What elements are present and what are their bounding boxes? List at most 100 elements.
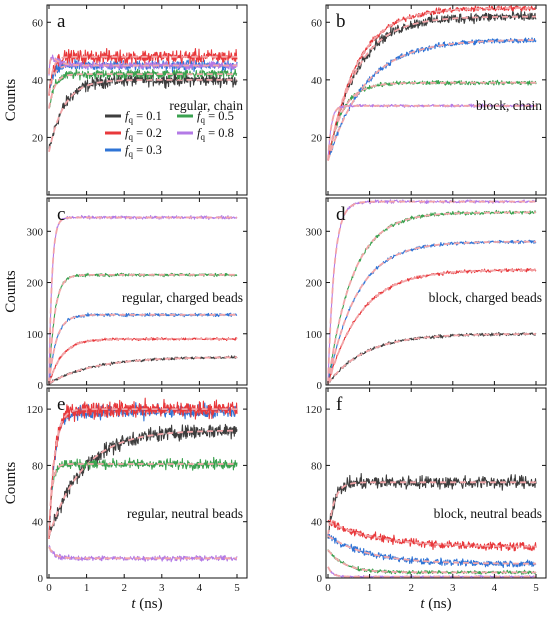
panel-letter: c	[57, 204, 65, 225]
fit-line	[327, 535, 536, 565]
plot-area-f	[327, 473, 537, 578]
series-line	[327, 268, 537, 385]
legend-label: fq = 0.2	[125, 126, 162, 142]
panel-a: 20 40 60 a regular, chain Counts	[3, 4, 248, 196]
series-line	[48, 47, 238, 96]
y-tick-label: 0	[317, 380, 323, 392]
y-tick-label: 80	[32, 460, 44, 472]
panel-annotation: block, chain	[476, 98, 542, 113]
fit-line	[48, 338, 237, 384]
y-tick-label: 100	[306, 329, 323, 341]
panel-letter: d	[336, 204, 346, 225]
panel-letter: b	[336, 11, 346, 32]
plot-area-a	[48, 47, 238, 152]
y-tick-label: 80	[311, 460, 323, 472]
panel-letter: e	[57, 394, 65, 415]
x-axis-title: t (ns)	[131, 596, 162, 612]
x-tick-label: 2	[408, 582, 414, 594]
fit-line	[48, 56, 237, 75]
legend-label: fq = 0.3	[125, 143, 162, 159]
y-tick-label: 100	[27, 329, 44, 341]
fit-line	[327, 104, 536, 161]
plot-area-d	[327, 199, 537, 385]
y-tick-label: 0	[317, 573, 323, 585]
plot-area-c	[48, 214, 238, 385]
series-line	[327, 10, 537, 161]
y-tick-label: 60	[32, 17, 44, 29]
series-line	[327, 473, 537, 539]
y-axis-title: Counts	[3, 270, 19, 313]
fit-line	[48, 216, 237, 384]
y-tick-label: 20	[32, 132, 44, 144]
legend-item: fq = 0.2	[105, 126, 162, 142]
x-tick-label: 4	[492, 582, 498, 594]
series-line	[48, 72, 238, 152]
y-tick-label: 20	[311, 132, 323, 144]
y-tick-label: 60	[311, 17, 323, 29]
panel-e: 0 40 80 120 0 1 2 3 4 5 e regular, neutral beads Cou…	[3, 387, 248, 612]
legend-item: fq = 0.1	[105, 109, 162, 125]
legend-label: fq = 0.1	[125, 109, 162, 125]
axes-frame	[325, 387, 547, 579]
panel-annotation: regular, neutral beads	[127, 506, 243, 521]
axes-frame	[46, 387, 248, 579]
fit-line	[48, 408, 237, 536]
y-axis-title: Counts	[3, 79, 19, 122]
x-tick-label: 3	[450, 582, 456, 594]
x-tick-label: 0	[325, 582, 331, 594]
x-tick-label: 1	[84, 582, 90, 594]
panel-b: 20 40 60 b block, chain	[311, 4, 547, 196]
axes-frame	[46, 197, 248, 386]
plot-area-b	[327, 5, 537, 161]
fit-line	[327, 333, 536, 385]
fit-line	[327, 211, 536, 384]
series-line	[327, 519, 537, 552]
fit-line	[327, 481, 536, 536]
panel-annotation: regular, chain	[169, 98, 243, 113]
series-line	[48, 456, 238, 536]
fit-line	[327, 200, 536, 384]
y-tick-label: 40	[311, 75, 323, 87]
panel-d: 0 100 200 300 d block, charged beads	[306, 197, 547, 392]
y-tick-label: 120	[27, 404, 44, 416]
y-tick-label: 200	[306, 278, 323, 290]
y-tick-label: 120	[306, 404, 323, 416]
fit-line	[48, 273, 237, 384]
series-line	[48, 67, 238, 108]
series-line	[327, 5, 537, 161]
y-axis-title: Counts	[3, 462, 19, 505]
fit-line	[48, 429, 237, 537]
panel-f: 0 40 80 120 0 1 2 3 4 5 f block, neutral beads t (ns…	[306, 387, 547, 612]
fit-line	[327, 269, 536, 384]
series-line	[327, 533, 537, 569]
series-line	[48, 545, 238, 563]
legend-item: fq = 0.3	[105, 143, 162, 159]
fit-line	[48, 78, 237, 152]
legend-item: fq = 0.8	[177, 126, 234, 142]
x-axis-title: t (ns)	[420, 596, 451, 612]
legend-label: fq = 0.8	[197, 126, 234, 142]
panel-letter: a	[57, 11, 66, 32]
fit-line	[327, 240, 536, 384]
x-tick-label: 5	[533, 582, 539, 594]
panel-annotation: block, charged beads	[429, 290, 542, 305]
fit-line	[327, 15, 536, 161]
y-tick-label: 0	[38, 573, 44, 585]
panel-annotation: regular, charged beads	[122, 290, 243, 305]
axes-frame	[325, 4, 547, 196]
legend: fq = 0.1 fq = 0.5 fq = 0.2 fq = 0.8 fq = 0.3	[105, 109, 234, 159]
fit-line	[48, 55, 237, 95]
x-tick-label: 1	[367, 582, 373, 594]
fit-line	[48, 313, 237, 384]
y-tick-label: 0	[38, 380, 44, 392]
plot-area-e	[48, 397, 238, 563]
axes-frame	[325, 197, 547, 386]
fit-line	[327, 81, 536, 161]
series-line	[327, 103, 537, 161]
x-tick-label: 3	[159, 582, 165, 594]
panel-letter: f	[336, 394, 343, 415]
fit-line	[48, 463, 237, 536]
fit-line	[48, 546, 237, 560]
y-tick-label: 200	[27, 278, 44, 290]
